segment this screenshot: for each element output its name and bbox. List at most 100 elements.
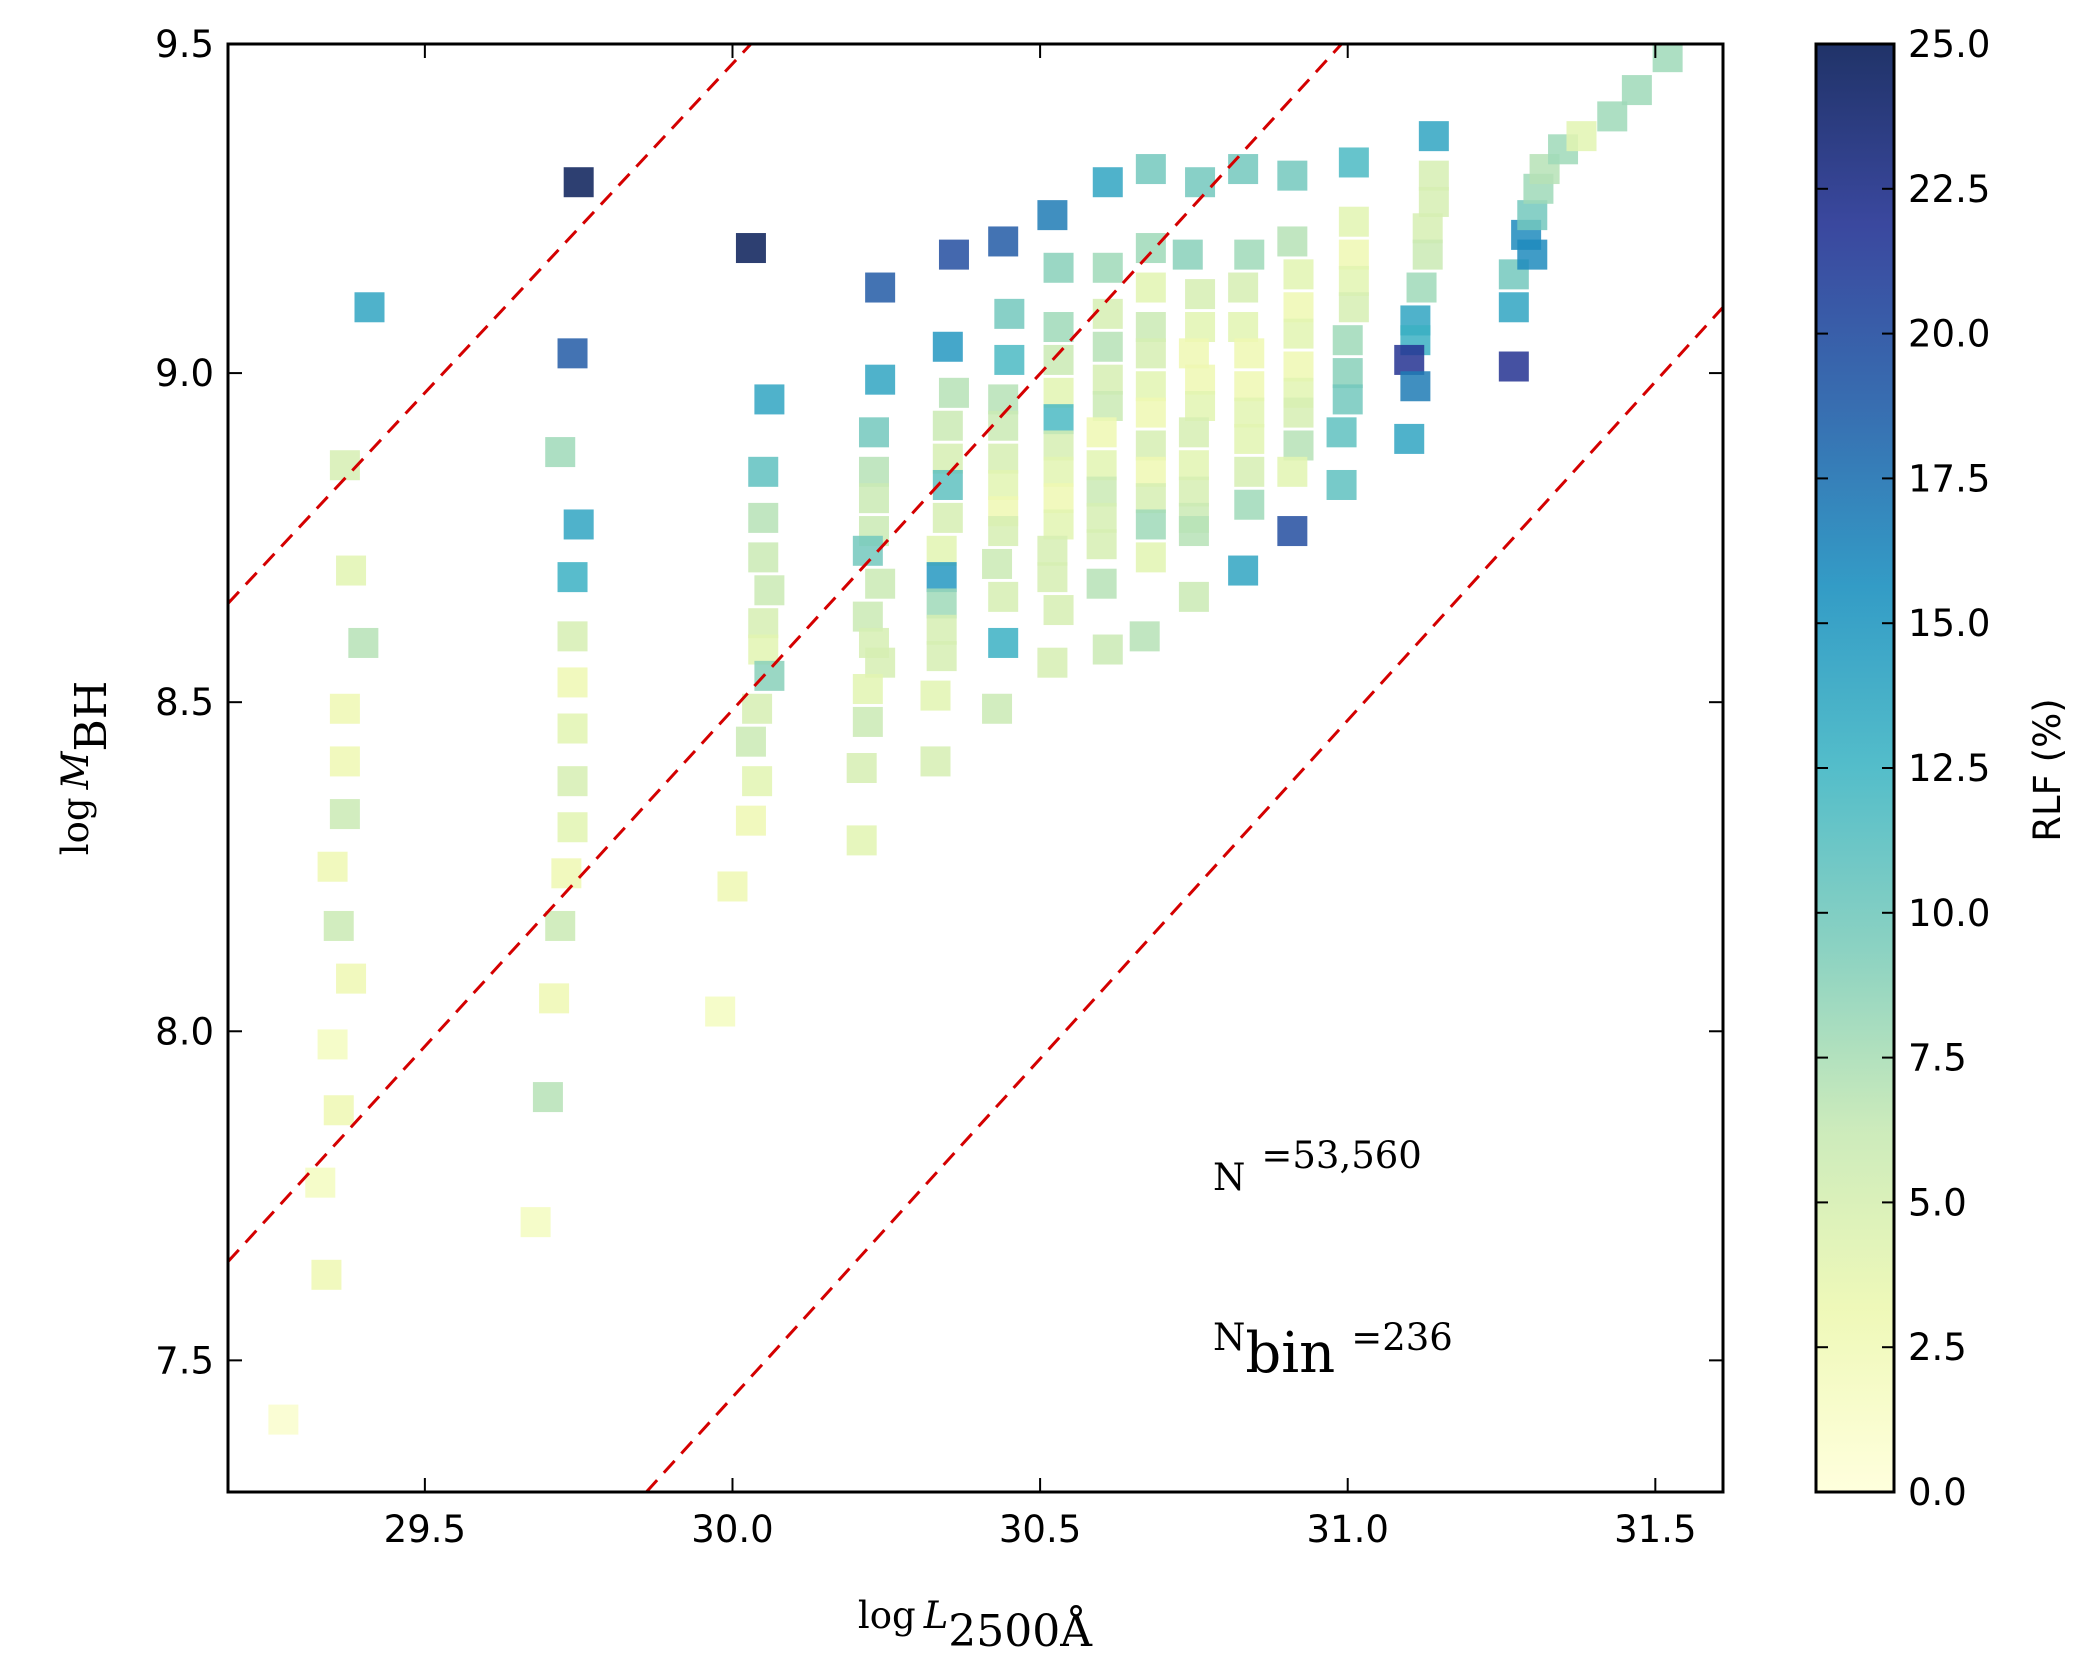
point	[1338, 292, 1369, 323]
point	[557, 713, 588, 744]
colorbar-tick-label: 20.0	[1908, 313, 1990, 356]
point	[1086, 529, 1117, 560]
point	[1135, 154, 1166, 185]
point	[994, 298, 1025, 329]
point	[1277, 516, 1308, 547]
point	[748, 502, 779, 533]
x-label-main: log	[858, 1594, 916, 1637]
point	[1185, 312, 1216, 343]
colorbar-label: RLF (%)	[2026, 698, 2069, 841]
point	[852, 706, 883, 737]
point	[932, 502, 963, 533]
point	[748, 542, 779, 573]
point	[1043, 377, 1074, 408]
annotation-main: N	[1213, 1316, 1245, 1359]
point	[557, 766, 588, 797]
point	[742, 693, 773, 724]
point	[1228, 555, 1259, 586]
point	[754, 384, 785, 415]
point	[982, 548, 1013, 579]
point	[1037, 200, 1068, 231]
x-tick-label: 31.5	[1614, 1508, 1696, 1551]
point	[920, 746, 951, 777]
point	[329, 746, 360, 777]
point	[920, 680, 951, 711]
annotation: N =53,560	[1213, 1134, 1422, 1199]
y-label-var: M	[54, 750, 97, 790]
point	[1043, 509, 1074, 540]
point	[532, 1082, 563, 1113]
point	[1326, 469, 1357, 500]
point	[865, 647, 896, 678]
annotation-rest: =236	[1351, 1316, 1453, 1359]
point	[858, 456, 889, 487]
point	[1412, 239, 1443, 270]
colorbar-tick-label: 17.5	[1908, 457, 1990, 500]
point	[1129, 621, 1160, 652]
y-axis-label: log MBH	[54, 681, 117, 855]
point	[348, 627, 379, 658]
point	[329, 450, 360, 481]
point	[1086, 502, 1117, 533]
colorbar	[1814, 42, 1896, 1494]
point	[1332, 325, 1363, 356]
point	[705, 996, 736, 1027]
point	[1277, 456, 1308, 487]
point	[551, 858, 582, 889]
point	[1135, 312, 1166, 343]
point	[329, 799, 360, 830]
point	[557, 812, 588, 843]
point	[1086, 568, 1117, 599]
point	[1597, 101, 1628, 132]
point	[545, 910, 576, 941]
x-label-var: L	[923, 1594, 949, 1637]
point	[1043, 595, 1074, 626]
point	[858, 483, 889, 514]
x-tick-label: 30.5	[999, 1508, 1081, 1551]
point	[557, 621, 588, 652]
point	[1234, 338, 1265, 369]
colorbar-tick-label: 25.0	[1908, 23, 1990, 66]
point	[988, 384, 1019, 415]
point	[1135, 397, 1166, 428]
point	[1043, 483, 1074, 514]
y-label-sub: BH	[66, 681, 117, 752]
point	[336, 555, 367, 586]
point	[1283, 318, 1314, 349]
point	[1135, 371, 1166, 402]
x-tick-label: 29.5	[384, 1508, 466, 1551]
colorbar-tick-label: 10.0	[1908, 892, 1990, 935]
point	[988, 226, 1019, 257]
y-label-main: log	[54, 797, 97, 855]
point	[748, 634, 779, 665]
point	[1228, 154, 1259, 185]
point	[926, 562, 957, 593]
annotation-rest: =53,560	[1261, 1134, 1421, 1177]
point	[1338, 239, 1369, 270]
point	[988, 627, 1019, 658]
point	[1234, 456, 1265, 487]
colorbar-tick-label: 22.5	[1908, 168, 1990, 211]
annotation: Nbin =236	[1213, 1316, 1453, 1386]
point	[1043, 312, 1074, 343]
point	[1185, 167, 1216, 198]
point	[982, 693, 1013, 724]
point	[354, 292, 385, 323]
point	[932, 443, 963, 474]
point	[311, 1259, 342, 1290]
point	[1185, 279, 1216, 310]
point	[1566, 121, 1597, 152]
point	[1135, 430, 1166, 461]
point	[1326, 417, 1357, 448]
point	[1498, 351, 1529, 382]
point	[1043, 456, 1074, 487]
colorbar-tick-label: 5.0	[1908, 1181, 1967, 1224]
point	[336, 963, 367, 994]
colorbar-tick-label: 7.5	[1908, 1037, 1967, 1080]
point	[1234, 489, 1265, 520]
point	[1135, 456, 1166, 487]
point	[1277, 160, 1308, 191]
point	[1135, 509, 1166, 540]
point	[1412, 213, 1443, 244]
